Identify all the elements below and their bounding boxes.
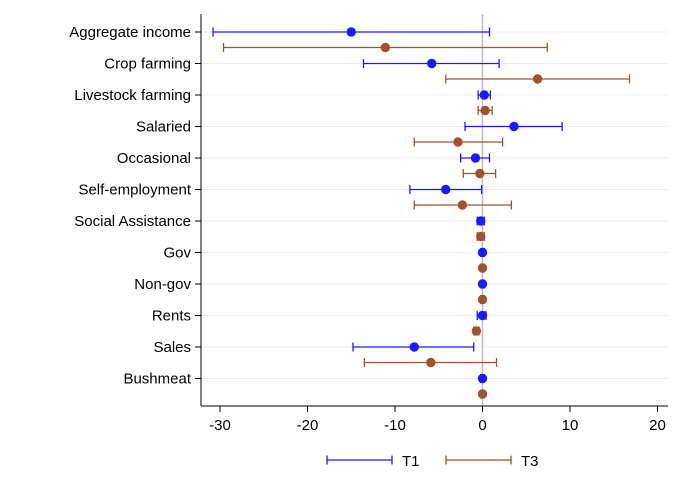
point-estimate — [477, 310, 488, 321]
point-estimate — [426, 357, 436, 368]
series-marks — [212, 27, 631, 399]
point-estimate — [477, 247, 488, 258]
point-estimate — [509, 121, 519, 132]
category-label: Crop farming — [104, 56, 191, 73]
category-label: Social Assistance — [74, 213, 191, 230]
point-estimate — [477, 279, 488, 289]
category-label: Sales — [153, 339, 191, 356]
category-label: Livestock farming — [74, 87, 191, 104]
point-estimate — [427, 58, 437, 69]
point-estimate — [441, 184, 451, 195]
series-t1 — [212, 27, 563, 384]
x-axis-ticks: -30 -20 -10 0 10 20 — [209, 406, 666, 434]
legend-item-t1: T1 — [326, 453, 420, 470]
legend-label: T1 — [402, 453, 420, 470]
point-estimate — [477, 373, 488, 384]
point-estimate — [380, 42, 391, 53]
x-tick-label: 20 — [649, 417, 666, 434]
series-t3 — [222, 42, 631, 399]
x-tick-label: 10 — [562, 417, 579, 434]
point-estimate — [477, 389, 488, 399]
x-tick-label: -10 — [384, 417, 406, 434]
category-label: Gov — [163, 245, 191, 262]
category-label: Salaried — [136, 119, 191, 136]
point-estimate — [480, 105, 490, 116]
category-label: Bushmeat — [123, 371, 191, 388]
axes — [195, 14, 668, 407]
point-estimate — [457, 200, 468, 210]
point-estimate — [479, 90, 489, 100]
x-tick-label: -30 — [209, 417, 231, 434]
x-tick-label: -20 — [297, 417, 319, 434]
point-estimate — [477, 263, 488, 273]
legend: T1 T3 — [326, 453, 539, 470]
category-label: Occasional — [117, 150, 191, 167]
category-label: Self-employment — [78, 182, 191, 199]
legend-item-t3: T3 — [445, 453, 539, 470]
category-label: Rents — [152, 308, 191, 325]
point-estimate — [409, 342, 419, 352]
point-estimate — [471, 326, 482, 336]
category-label: Aggregate income — [69, 24, 191, 41]
point-estimate — [470, 153, 481, 163]
legend-label: T3 — [521, 453, 539, 470]
point-estimate — [475, 168, 485, 179]
point-estimate — [476, 216, 486, 226]
point-estimate — [476, 231, 486, 242]
point-estimate — [532, 74, 543, 84]
point-estimate — [477, 294, 488, 305]
point-estimate — [346, 27, 356, 37]
category-label: Non-gov — [134, 276, 191, 293]
point-estimate — [453, 137, 463, 147]
x-tick-label: 0 — [478, 417, 486, 434]
category-labels: Aggregate income Crop farming Livestock fa… — [69, 24, 192, 388]
